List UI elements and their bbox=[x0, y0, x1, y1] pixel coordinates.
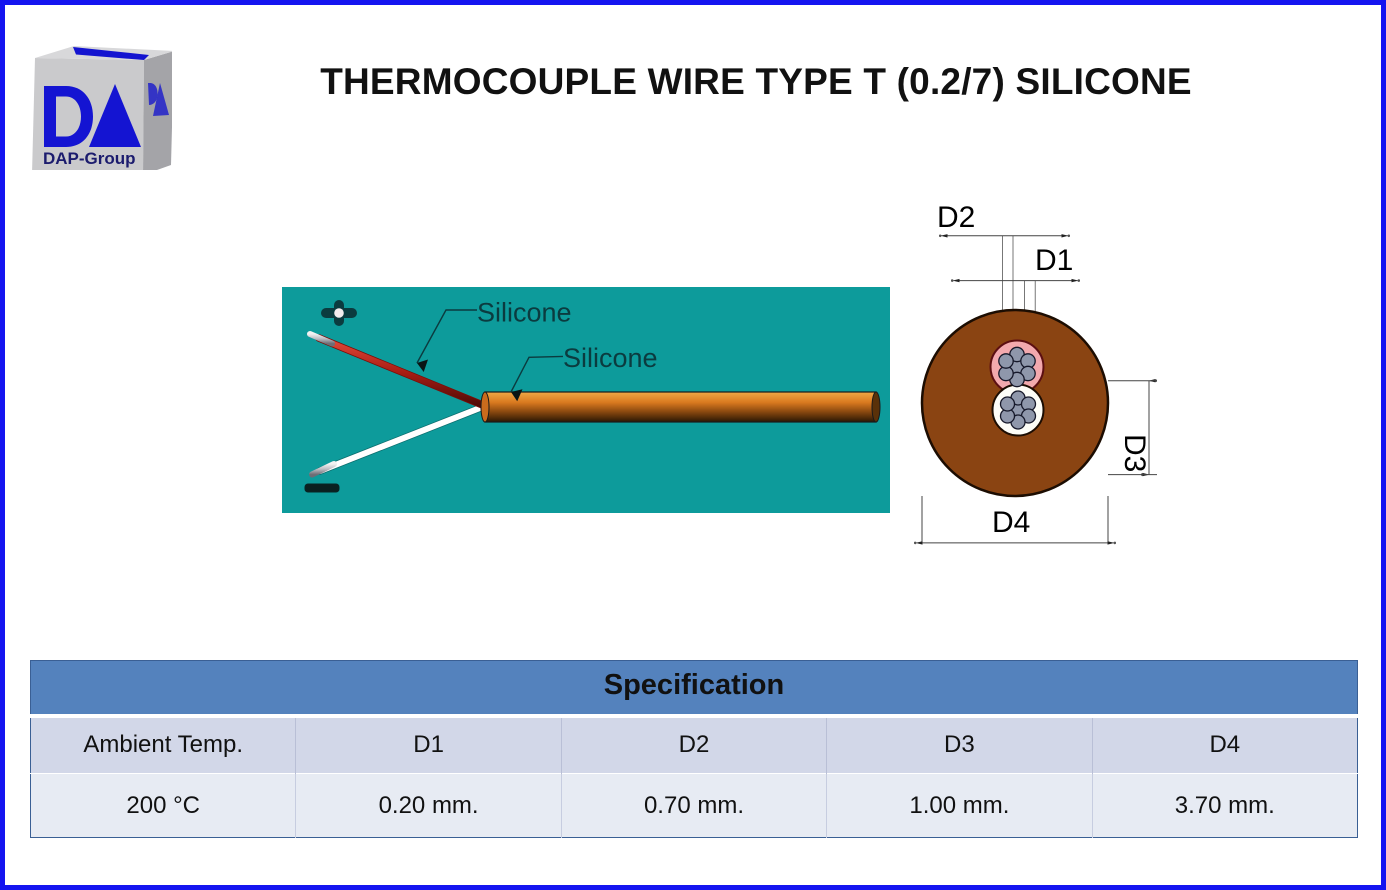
svg-text:D4: D4 bbox=[992, 506, 1030, 539]
svg-text:D3: D3 bbox=[1118, 434, 1151, 472]
svg-text:DAP-Group: DAP-Group bbox=[43, 149, 136, 168]
svg-text:D1: D1 bbox=[1035, 244, 1073, 277]
svg-text:Silicone: Silicone bbox=[563, 343, 658, 373]
svg-text:D2: D2 bbox=[937, 202, 975, 234]
svg-text:Silicone: Silicone bbox=[477, 298, 572, 328]
